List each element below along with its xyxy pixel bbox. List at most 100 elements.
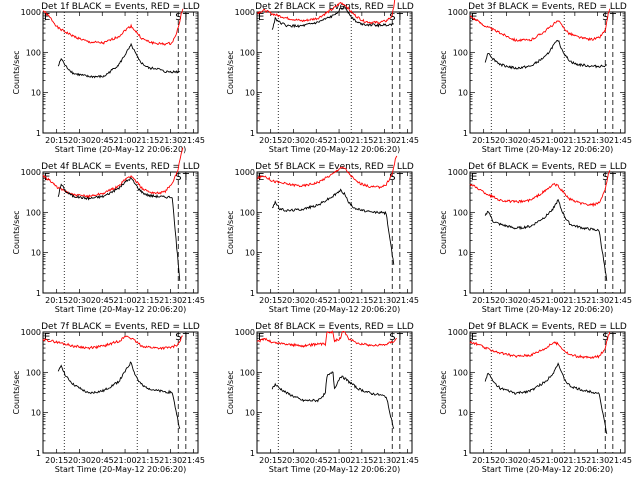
x-tick-label: 20:15 [45, 456, 68, 465]
y-tick-label: 100 [240, 48, 255, 57]
lld-series-line [42, 147, 184, 199]
y-tick-label: 100 [240, 208, 255, 217]
y-tick-label: 1000 [448, 328, 468, 337]
x-tick-label: 20:45 [518, 456, 541, 465]
x-tick-label: 21:45 [182, 136, 205, 145]
panel-title: Det 4f BLACK = Events, RED = LLD [41, 162, 200, 172]
marker-label-s: S [175, 12, 181, 23]
x-tick-label: 20:30 [282, 456, 305, 465]
x-tick-label: 21:30 [586, 296, 609, 305]
y-axis-label: Counts/sec [439, 210, 448, 254]
y-tick-label: 1000 [21, 168, 41, 177]
x-tick-label: 20:45 [305, 296, 328, 305]
x-tick-label: 21:15 [350, 456, 373, 465]
plot-frame [42, 331, 199, 454]
x-axis-label: Start Time (20-May-12 20:06:20) [55, 465, 186, 474]
y-axis-label: Counts/sec [12, 370, 21, 414]
x-axis-label: Start Time (20-May-12 20:06:20) [55, 305, 186, 314]
events-series-line [57, 177, 181, 281]
marker-label-t: T [182, 12, 190, 23]
events-series-line [484, 39, 608, 70]
x-tick-label: 21:30 [586, 456, 609, 465]
x-tick-label: 21:00 [328, 136, 351, 145]
y-tick-label: 10 [245, 409, 255, 418]
lld-series-line [256, 330, 398, 348]
marker-label-s: S [175, 172, 181, 183]
y-tick-label: 10 [31, 89, 41, 98]
x-tick-label: 20:15 [45, 136, 68, 145]
marker-label-e: E [258, 12, 264, 23]
marker-label-t: T [182, 332, 190, 343]
x-tick-label: 21:00 [541, 296, 564, 305]
lld-series-line [42, 8, 184, 46]
x-axis-label: Start Time (20-May-12 20:06:20) [269, 465, 400, 474]
y-tick-label: 1 [250, 289, 255, 298]
x-tick-label: 20:45 [91, 296, 114, 305]
y-tick-label: 1 [250, 129, 255, 138]
plot-frame [256, 11, 413, 134]
panel-title: Det 5f BLACK = Events, RED = LLD [255, 162, 414, 172]
y-tick-label: 10 [245, 89, 255, 98]
x-tick-label: 21:00 [114, 296, 137, 305]
events-series-line [271, 6, 394, 30]
x-tick-label: 21:00 [328, 456, 351, 465]
x-tick-label: 21:45 [396, 456, 419, 465]
x-tick-label: 20:30 [68, 456, 91, 465]
marker-label-e: E [471, 332, 477, 343]
marker-label-t: T [609, 172, 617, 183]
y-axis-label: Counts/sec [226, 50, 235, 94]
y-tick-label: 100 [26, 368, 41, 377]
y-tick-label: 10 [31, 409, 41, 418]
y-tick-label: 1000 [21, 328, 41, 337]
events-series-line [271, 371, 395, 429]
y-tick-label: 10 [31, 249, 41, 258]
y-tick-label: 1 [36, 129, 41, 138]
plot-frame [42, 11, 199, 134]
panel-title: Det 7f BLACK = Events, RED = LLD [41, 322, 200, 332]
x-tick-label: 21:45 [182, 456, 205, 465]
x-tick-label: 21:15 [136, 136, 159, 145]
x-tick-label: 21:00 [541, 136, 564, 145]
marker-label-e: E [258, 172, 264, 183]
marker-label-t: T [396, 332, 404, 343]
y-tick-label: 1000 [235, 8, 255, 17]
y-tick-label: 1 [36, 449, 41, 458]
marker-label-t: T [182, 172, 190, 183]
detector-panel: Det 7f BLACK = Events, RED = LLD 1 10 100 10… [12, 322, 205, 474]
marker-label-s: S [175, 332, 181, 343]
x-tick-label: 20:30 [68, 296, 91, 305]
x-tick-label: 20:15 [259, 296, 282, 305]
y-tick-label: 100 [453, 208, 468, 217]
y-axis-label: Counts/sec [439, 50, 448, 94]
detector-panel: Det 6f BLACK = Events, RED = LLD 1 10 100 10… [439, 162, 632, 314]
x-tick-label: 20:45 [305, 136, 328, 145]
detector-panel: Det 2f BLACK = Events, RED = LLD11010010… [226, 0, 419, 154]
x-tick-label: 20:30 [495, 456, 518, 465]
marker-label-s: S [389, 172, 395, 183]
detector-panel: Det 1f BLACK = Events, RED = LLD 1 10 100 10… [12, 2, 205, 154]
x-axis-label: Start Time (20-May-12 20:06:20) [482, 145, 613, 154]
marker-label-e: E [471, 172, 477, 183]
events-series-line [57, 361, 181, 429]
x-tick-label: 21:15 [563, 136, 586, 145]
x-tick-label: 21:15 [563, 456, 586, 465]
x-axis-label: Start Time (20-May-12 20:06:20) [55, 145, 186, 154]
y-axis-label: Counts/sec [226, 370, 235, 414]
detector-panel: Det 3f BLACK = Events, RED = LLD 1 10 100 10… [439, 2, 632, 154]
x-tick-label: 21:15 [563, 296, 586, 305]
panel-title: Det 1f BLACK = Events, RED = LLD [41, 2, 200, 12]
lld-series-line [469, 170, 611, 208]
x-tick-label: 21:30 [159, 296, 182, 305]
y-tick-label: 1000 [235, 168, 255, 177]
plot-frame [469, 331, 626, 454]
y-tick-label: 1000 [448, 168, 468, 177]
x-tick-label: 20:45 [91, 136, 114, 145]
marker-label-e: E [44, 12, 50, 23]
x-tick-label: 20:30 [68, 136, 91, 145]
x-tick-label: 20:15 [259, 136, 282, 145]
x-tick-label: 21:00 [114, 136, 137, 145]
y-tick-label: 10 [245, 249, 255, 258]
detector-panel: Det 5f BLACK = Events, RED = LLD 1 10 100 10… [226, 155, 419, 314]
detector-panel: Det 4f BLACK = Events, RED = LLD 1 10 100 10… [12, 147, 205, 314]
